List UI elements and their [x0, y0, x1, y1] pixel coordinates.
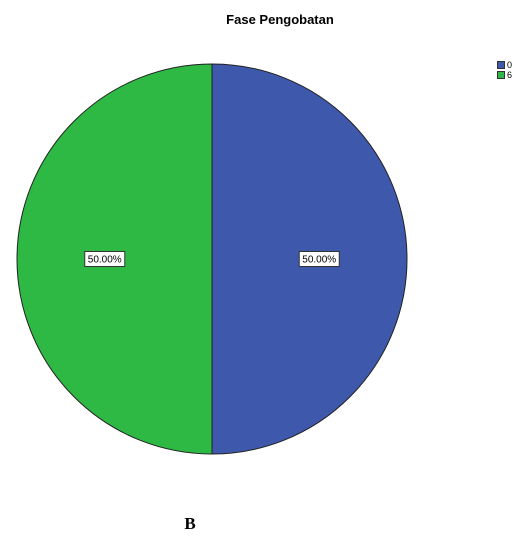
- legend-swatch-1: [497, 71, 505, 79]
- chart-legend: 0 6: [497, 60, 512, 80]
- legend-item-1: 6: [497, 70, 512, 80]
- chart-title: Fase Pengobatan: [226, 12, 334, 27]
- legend-item-0: 0: [497, 60, 512, 70]
- slice-label-box-6: [84, 251, 126, 267]
- slice-label-text-0: 50.00%: [302, 255, 336, 266]
- panel-label: B: [184, 514, 196, 533]
- slice-label-box-0: [298, 251, 340, 267]
- legend-label-0: 0: [507, 60, 513, 70]
- slice-label-6: 50.00%: [84, 251, 126, 267]
- slice-label-text-6: 50.00%: [88, 255, 122, 266]
- legend-label-1: 6: [507, 70, 513, 80]
- legend-swatch-0: [497, 61, 505, 69]
- slice-label-0: 50.00%: [298, 251, 340, 267]
